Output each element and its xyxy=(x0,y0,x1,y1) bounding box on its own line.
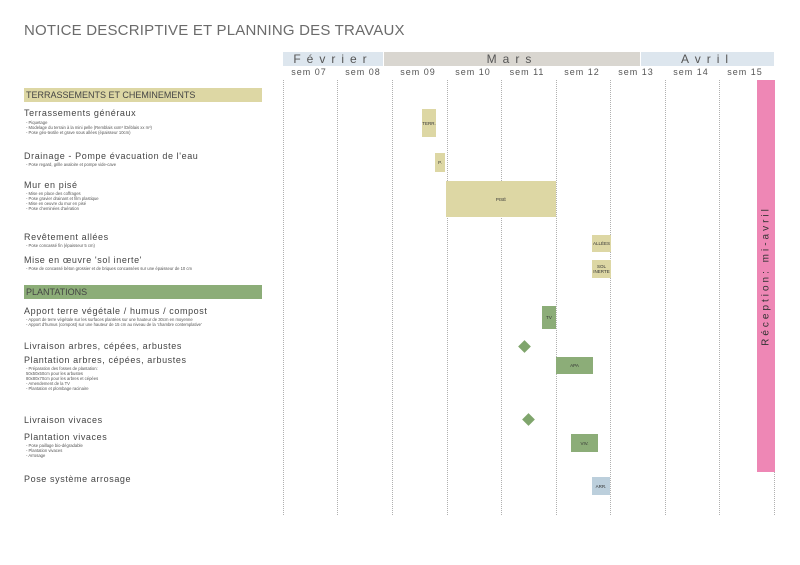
week-label: sem 07 xyxy=(291,67,327,77)
task-detail-terre-vegetale: - Apport de terre végétale sur les surfa… xyxy=(26,317,202,327)
grid-line xyxy=(337,80,338,515)
milestone-diamond-livraison-arbres xyxy=(518,340,531,353)
gantt-bar-terrassements: TERR. xyxy=(422,109,436,137)
week-label: sem 08 xyxy=(345,67,381,77)
gantt-bar-drainage: P. xyxy=(435,153,445,172)
task-title-livraison-vivaces: Livraison vivaces xyxy=(24,415,103,425)
task-title-plantation-vivaces: Plantation vivaces xyxy=(24,432,108,442)
week-label: sem 13 xyxy=(618,67,654,77)
week-label: sem 09 xyxy=(400,67,436,77)
week-label: sem 15 xyxy=(727,67,763,77)
week-label: sem 12 xyxy=(564,67,600,77)
task-detail-plantation-arbres: - Préparation des fosses de plantation: … xyxy=(26,366,99,391)
gantt-bar-revetement-allees: ALLÉES xyxy=(592,235,611,252)
gantt-bar-mur-en-pise: PISÉ xyxy=(446,181,556,217)
month-march: Mars xyxy=(384,52,640,66)
task-detail-sol-inerte: - Pose de concassé béton grossier et de … xyxy=(26,266,192,271)
gantt-bar-plantation-arbres: APA xyxy=(556,357,593,374)
section-header-terrassements: TERRASSEMENTS ET CHEMINEMENTS xyxy=(24,88,262,102)
grid-line xyxy=(556,80,557,515)
grid-line xyxy=(501,80,502,515)
grid-line xyxy=(392,80,393,515)
task-title-drainage: Drainage - Pompe évacuation de l'eau xyxy=(24,151,199,161)
section-header-plantations: PLANTATIONS xyxy=(24,285,262,299)
task-title-sol-inerte: Mise en œuvre 'sol inerte' xyxy=(24,255,143,265)
task-detail-revetement-allees: - Pose concassé fin (épaisseur 5 cm) xyxy=(26,243,95,248)
reception-label: Réception: mi-avril xyxy=(760,206,772,346)
week-label: sem 14 xyxy=(673,67,709,77)
week-label: sem 11 xyxy=(509,67,545,77)
task-detail-plantation-vivaces: - Pose paillage bio-dégradable - Plantat… xyxy=(26,443,83,458)
week-label: sem 10 xyxy=(455,67,491,77)
task-title-terrassements: Terrassements généraux xyxy=(24,108,137,118)
gantt-bar-sol-inerte: SOL INERTE xyxy=(592,260,611,278)
task-title-terre-vegetale: Apport terre végétale / humus / compost xyxy=(24,306,208,316)
grid-line xyxy=(283,80,284,515)
page-title: NOTICE DESCRIPTIVE ET PLANNING DES TRAVA… xyxy=(24,22,405,39)
grid-line xyxy=(665,80,666,515)
task-title-mur-en-pise: Mur en pisé xyxy=(24,180,78,190)
task-title-revetement-allees: Revêtement allées xyxy=(24,232,109,242)
reception-bar xyxy=(757,80,775,472)
task-detail-drainage: - Pose regard, grille avaloire et pompe … xyxy=(26,162,117,167)
month-april: Avril xyxy=(641,52,774,66)
task-title-livraison-arbres: Livraison arbres, cépées, arbustes xyxy=(24,341,182,351)
grid-line xyxy=(447,80,448,515)
task-detail-terrassements: - Piquetage - Modelage du terrain à la m… xyxy=(26,120,152,135)
grid-line xyxy=(719,80,720,515)
task-detail-mur-en-pise: - Mise en place des coffrages - Pose gra… xyxy=(26,191,99,211)
gantt-bar-arrosage: ARR. xyxy=(592,477,610,495)
month-february: Février xyxy=(283,52,383,66)
gantt-bar-terre-vegetale: TV xyxy=(542,306,556,329)
milestone-diamond-livraison-vivaces xyxy=(522,413,535,426)
task-title-arrosage: Pose système arrosage xyxy=(24,474,132,484)
task-title-plantation-arbres: Plantation arbres, cépées, arbustes xyxy=(24,355,187,365)
grid-line xyxy=(610,80,611,515)
gantt-bar-plantation-vivaces: VIV. xyxy=(571,434,598,452)
